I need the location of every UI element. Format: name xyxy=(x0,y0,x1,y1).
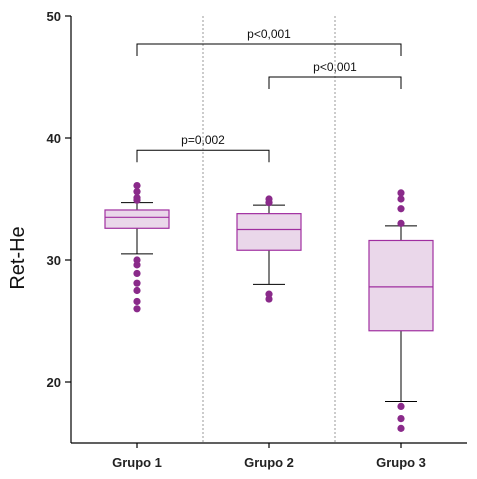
significance-bracket: p<0,001 xyxy=(136,27,402,57)
p-value-label: p<0,001 xyxy=(247,27,291,41)
outlier-point xyxy=(133,188,141,196)
significance-bracket: p<0,001 xyxy=(268,60,402,89)
significance-bracket: p=0,002 xyxy=(136,133,270,163)
outlier-point xyxy=(133,261,141,269)
outlier-point xyxy=(133,279,141,287)
outlier-point xyxy=(397,424,405,432)
outlier-point xyxy=(133,181,141,190)
outlier-point xyxy=(397,205,405,213)
iqr-box xyxy=(104,209,170,229)
axes: 20 30 40 50 Grupo 1 Grupo 2 Grupo 3 xyxy=(47,9,467,470)
y-axis-title: Ret-He xyxy=(7,226,29,289)
y-tick-label: 20 xyxy=(47,375,61,390)
significance-annotations: p=0,002 p<0,001 p<0,001 xyxy=(136,27,402,163)
p-value-label: p<0,001 xyxy=(313,60,357,74)
box-plots xyxy=(104,181,434,432)
outlier-point xyxy=(397,219,405,227)
bracket-line xyxy=(136,43,402,57)
iqr-box xyxy=(236,213,302,251)
box-group xyxy=(368,189,434,432)
outlier-point xyxy=(133,269,141,278)
group-dividers xyxy=(202,16,336,443)
outlier-point xyxy=(265,295,273,303)
box-group xyxy=(236,195,302,303)
outlier-point xyxy=(133,196,141,204)
outlier-point xyxy=(133,286,141,295)
outlier-point xyxy=(397,195,405,203)
x-category-label: Grupo 1 xyxy=(112,455,162,470)
y-tick-label: 30 xyxy=(47,253,61,268)
outlier-point xyxy=(133,305,141,313)
outlier-point xyxy=(265,199,273,207)
bracket-line xyxy=(136,149,270,163)
outlier-point xyxy=(133,297,141,306)
iqr-box xyxy=(368,239,434,332)
p-value-label: p=0,002 xyxy=(181,133,225,147)
outlier-point xyxy=(397,415,405,423)
y-tick-label: 50 xyxy=(47,9,61,24)
outlier-point xyxy=(397,189,405,197)
x-category-label: Grupo 3 xyxy=(376,455,426,470)
outlier-point xyxy=(397,402,405,410)
box-group xyxy=(104,181,170,313)
x-category-label: Grupo 2 xyxy=(244,455,294,470)
y-tick-label: 40 xyxy=(47,131,61,146)
bracket-line xyxy=(268,76,402,89)
